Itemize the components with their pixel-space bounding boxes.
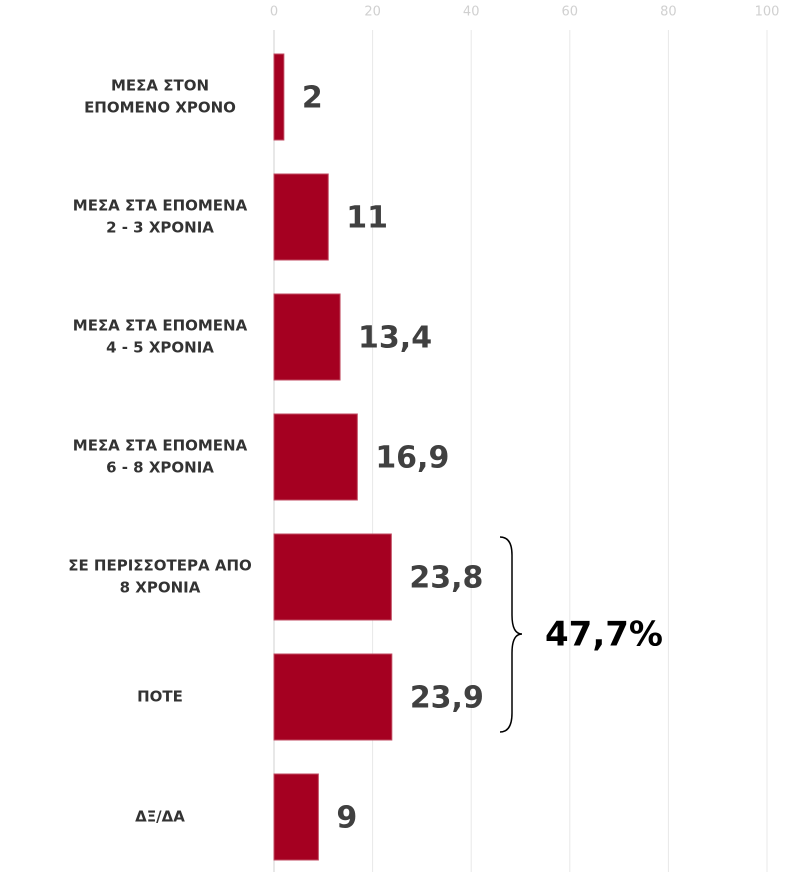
annotation: 47,7% bbox=[545, 615, 663, 655]
bar bbox=[273, 173, 329, 261]
bar bbox=[273, 413, 358, 501]
bar bbox=[273, 773, 319, 861]
x-tick-label: 20 bbox=[364, 5, 381, 20]
bar bbox=[273, 533, 392, 621]
y-tick-label: ΜΕΣΑ ΣΤΑ ΕΠΟΜΕΝΑ bbox=[73, 317, 248, 335]
value-label: 9 bbox=[336, 801, 357, 836]
y-tick-label: ΜΕΣΑ ΣΤΑ ΕΠΟΜΕΝΑ bbox=[73, 437, 248, 455]
y-tick-label: 8 ΧΡΟΝΙΑ bbox=[120, 579, 201, 597]
x-tick-label: 100 bbox=[755, 5, 780, 20]
x-tick-label: 0 bbox=[270, 5, 278, 20]
x-tick-label: 60 bbox=[562, 5, 579, 20]
x-tick-label: 40 bbox=[463, 5, 480, 20]
x-tick-label: 80 bbox=[660, 5, 677, 20]
y-tick-label: ΜΕΣΑ ΣΤΟΝ bbox=[111, 77, 209, 95]
y-tick-label: ΣΕ ΠΕΡΙΣΣΟΤΕΡΑ ΑΠΟ bbox=[68, 557, 252, 575]
y-tick-label: 4 - 5 ΧΡΟΝΙΑ bbox=[106, 339, 214, 357]
value-label: 2 bbox=[302, 81, 323, 116]
value-label: 16,9 bbox=[375, 441, 449, 476]
y-tick-label: ΜΕΣΑ ΣΤΑ ΕΠΟΜΕΝΑ bbox=[73, 197, 248, 215]
value-label: 23,8 bbox=[409, 561, 483, 596]
y-tick-label: ΠΟΤΕ bbox=[137, 688, 183, 706]
value-label: 13,4 bbox=[358, 321, 432, 356]
y-tick-label: 6 - 8 ΧΡΟΝΙΑ bbox=[106, 459, 214, 477]
y-tick-label: 2 - 3 ΧΡΟΝΙΑ bbox=[106, 219, 214, 237]
value-label: 23,9 bbox=[410, 681, 484, 716]
y-tick-label: ΔΞ/ΔΑ bbox=[135, 808, 185, 826]
bar bbox=[273, 293, 341, 381]
bar bbox=[273, 53, 285, 141]
brace bbox=[499, 536, 523, 733]
y-tick-label: ΕΠΟΜΕΝΟ ΧΡΟΝΟ bbox=[84, 99, 236, 117]
value-label: 11 bbox=[346, 201, 388, 236]
bar bbox=[273, 653, 393, 741]
